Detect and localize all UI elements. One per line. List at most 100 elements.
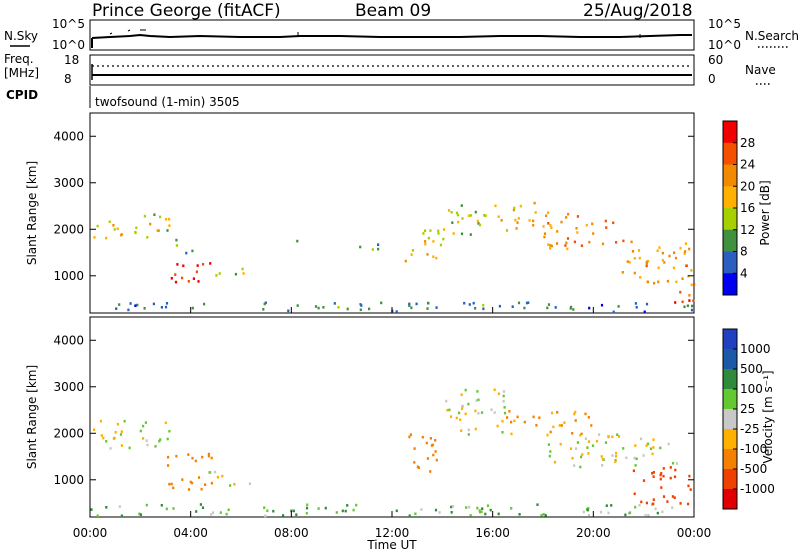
echo-cell [144,421,147,424]
echo-cell [675,280,678,284]
echo-cell [195,270,198,274]
echo-cell [410,306,413,310]
echo-cell [189,480,192,484]
echo-cell [427,236,430,240]
echo-cell [138,512,141,516]
echo-cell [447,209,451,212]
echo-cell [149,222,152,226]
echo-cell [482,307,485,311]
echo-cell [451,505,455,508]
echo-cell [467,402,470,406]
echo-cell [456,213,459,217]
echo-cell [601,464,604,467]
echo-cell [337,306,340,309]
colorbar-tick-label: 100 [740,382,763,396]
echo-cell [633,492,636,496]
echo-cell [413,461,416,464]
cpid-label: CPID [6,88,38,102]
echo-cell [128,446,131,450]
echo-cell [445,399,448,403]
echo-cell [551,411,554,415]
echo-cell [333,302,336,305]
echo-cell [601,242,605,246]
echo-cell [460,232,464,236]
echo-cell [503,411,507,415]
echo-cell [203,302,206,306]
echo-cell [645,444,648,447]
echo-cell [566,247,569,251]
colorbar-tick-label: -1000 [740,482,775,496]
echo-cell [652,471,655,474]
echo-cell [335,511,338,514]
echo-cell [160,504,163,507]
echo-cell [612,310,615,314]
echo-cell [461,404,464,408]
echo-cell [607,435,610,439]
echo-cell [474,210,477,214]
echo-cell [579,433,582,437]
echo-cell [168,224,171,227]
echo-cell [638,256,641,260]
echo-cell [197,280,200,283]
echo-cell [191,456,194,460]
echo-cell [543,232,547,235]
echo-cell [669,476,672,480]
echo-cell [172,507,175,510]
noise-tick-high-left: 10^5 [52,17,85,31]
echo-cell [185,251,188,255]
echo-cell [621,271,624,274]
power-colorbar-label: Power [dB] [758,180,772,245]
echo-cell [142,424,145,428]
echo-cell [248,482,251,485]
echo-cell [112,437,115,440]
echo-cell [611,454,614,457]
echo-cell [598,433,601,436]
echo-cell [212,511,215,514]
echo-cell [622,239,625,243]
echo-cell [341,509,344,513]
echo-cell [546,433,549,437]
echo-cell [630,240,633,244]
echo-cell [628,511,632,514]
echo-cell [543,235,546,239]
echo-cell [413,447,416,450]
echo-cell [96,514,99,517]
echo-cell [468,303,471,306]
echo-cell [688,294,691,297]
echo-cell [266,509,269,513]
echo-cell [599,510,603,514]
echo-cell [523,306,526,310]
echo-cell [426,253,429,256]
echo-cell [652,446,655,449]
colorbar-segment [723,208,737,231]
echo-cell [549,224,552,227]
echo-cell [371,248,374,251]
power-y-ticks: 1000 2000 3000 4000 [53,129,694,283]
echo-cell [500,219,503,222]
echo-cell [690,283,693,287]
echo-cell [635,306,638,309]
echo-cell [484,214,487,217]
freq-tick-high: 18 [64,53,79,67]
echo-cell [604,441,608,444]
echo-cell [510,507,513,510]
colorbar-tick-label: -500 [740,462,767,476]
echo-cell [108,220,111,223]
colorbar-segment [723,329,737,350]
echo-cell [93,236,96,239]
echo-cell [534,211,537,214]
echo-cell [468,505,471,509]
echo-cell [167,455,170,459]
echo-cell [569,307,572,310]
echo-cell [123,419,126,423]
echo-cell [90,508,93,511]
echo-cell [600,303,604,307]
echo-cell [168,429,171,433]
echo-cell [527,301,530,304]
echo-cell [480,510,483,514]
echo-cell [584,412,587,416]
echo-cell [438,511,441,514]
echo-cell [344,509,347,513]
echo-cell [505,229,509,232]
echo-cell [601,458,604,461]
